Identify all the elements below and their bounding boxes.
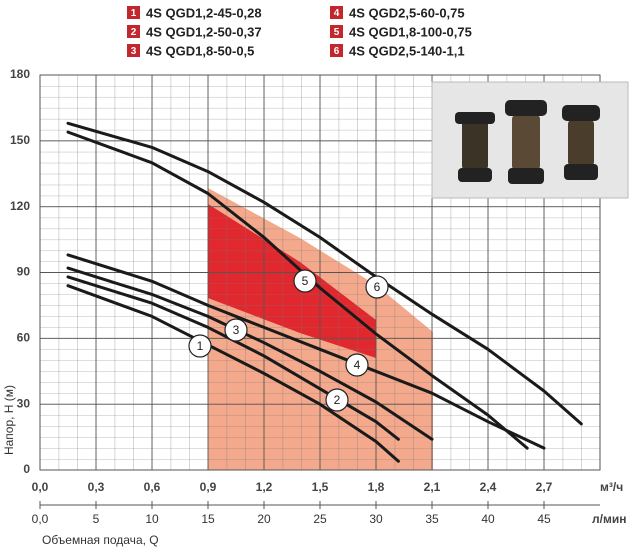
x-tick-label: 2,4	[480, 480, 497, 494]
x-tick-label: 0,3	[88, 480, 105, 494]
product-photo	[431, 81, 629, 199]
legend-number: 3	[131, 46, 137, 57]
x2-tick-label: 10	[145, 512, 159, 526]
legend-label: 4S QGD1,2-50-0,37	[146, 24, 262, 39]
curve	[66, 130, 529, 450]
legend-label: 4S QGD2,5-60-0,75	[349, 5, 465, 20]
legend-label: 4S QGD2,5-140-1,1	[349, 43, 465, 58]
x-tick-label: 1,8	[368, 480, 385, 494]
curve-label: 5	[302, 274, 309, 288]
x-tick-label: 0,0	[32, 480, 49, 494]
y-tick-label: 180	[10, 67, 30, 81]
x2-tick-label: 25	[313, 512, 327, 526]
legend-swatch	[330, 44, 343, 57]
curve-label-badge	[188, 334, 212, 358]
x2-tick-label: 0,0	[32, 512, 49, 526]
x-axis-unit: м³/ч	[600, 480, 623, 494]
legend-swatch	[127, 25, 140, 38]
curve-label-badge	[345, 353, 369, 377]
curve-label-badge	[325, 388, 349, 412]
curve	[66, 253, 546, 450]
legend-label: 4S QGD1,8-100-0,75	[349, 24, 472, 39]
y-tick-label: 150	[10, 133, 30, 147]
curve-label-badge	[224, 318, 248, 342]
y-tick-label: 120	[10, 199, 30, 213]
x2-tick-label: 20	[257, 512, 271, 526]
y-tick-label: 60	[17, 331, 31, 345]
curve-label-badge	[365, 275, 389, 299]
legend-number: 2	[131, 27, 137, 38]
x2-tick-label: 15	[201, 512, 215, 526]
curve-label: 4	[354, 358, 361, 372]
y-tick-label: 30	[17, 396, 31, 410]
plot-frame	[39, 74, 601, 471]
curve-label-badge	[293, 269, 317, 293]
legend-number: 4	[334, 8, 340, 19]
x-tick-label: 1,5	[312, 480, 329, 494]
x-tick-label: 0,9	[200, 480, 217, 494]
legend-number: 5	[334, 27, 340, 38]
y-axis-title: Напор, H (м)	[2, 385, 16, 455]
y-tick-label: 0	[23, 462, 30, 476]
curve-label: 2	[334, 393, 341, 407]
legend-swatch	[330, 6, 343, 19]
x2-tick-label: 5	[93, 512, 100, 526]
curve	[66, 266, 434, 441]
x-tick-label: 0,6	[144, 480, 161, 494]
legend-swatch	[127, 44, 140, 57]
legend-swatch	[330, 25, 343, 38]
curve-label: 3	[233, 323, 240, 337]
curve-label: 1	[197, 339, 204, 353]
curve	[66, 284, 400, 463]
y-tick-label: 90	[17, 265, 31, 279]
x-tick-label: 2,7	[536, 480, 553, 494]
legend-number: 6	[334, 46, 340, 57]
x2-tick-label: 45	[537, 512, 551, 526]
x2-tick-label: 40	[481, 512, 495, 526]
x2-axis-title: Объемная подача, Q	[42, 533, 159, 547]
legend-label: 4S QGD1,2-45-0,28	[146, 5, 262, 20]
x2-tick-label: 35	[425, 512, 439, 526]
legend-label: 4S QGD1,8-50-0,5	[146, 43, 254, 58]
curve-label: 6	[374, 280, 381, 294]
x-tick-label: 1,2	[256, 480, 273, 494]
legend-number: 1	[131, 8, 137, 19]
x-tick-label: 2,1	[424, 480, 441, 494]
x2-axis-unit: л/мин	[592, 512, 626, 526]
curve	[66, 275, 400, 441]
curve	[66, 121, 583, 426]
legend-swatch	[127, 6, 140, 19]
x2-tick-label: 30	[369, 512, 383, 526]
